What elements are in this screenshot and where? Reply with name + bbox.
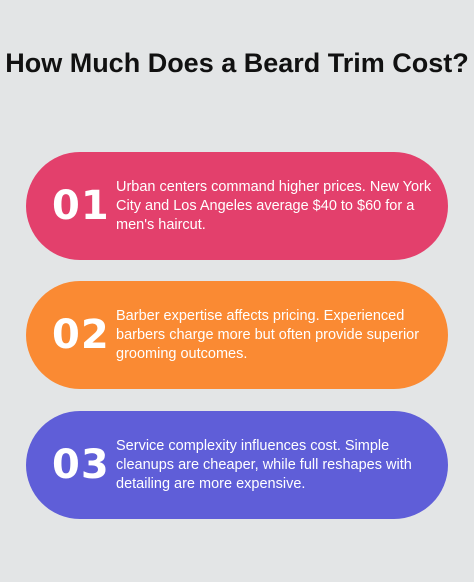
card-text: Urban centers command higher prices. New… — [116, 178, 432, 233]
page-title: How Much Does a Beard Trim Cost? — [5, 48, 469, 78]
cost-factor-card-2: 02 Barber expertise affects pricing. Exp… — [26, 281, 448, 389]
card-text: Service complexity influences cost. Simp… — [116, 437, 412, 492]
card-number: 01 — [52, 183, 110, 229]
card-number: 02 — [52, 312, 110, 358]
cost-factor-card-1: 01 Urban centers command higher prices. … — [26, 152, 448, 260]
card-number: 03 — [52, 442, 110, 488]
cost-factor-card-3: 03 Service complexity influences cost. S… — [26, 411, 448, 519]
card-text: Barber expertise affects pricing. Experi… — [116, 307, 420, 362]
